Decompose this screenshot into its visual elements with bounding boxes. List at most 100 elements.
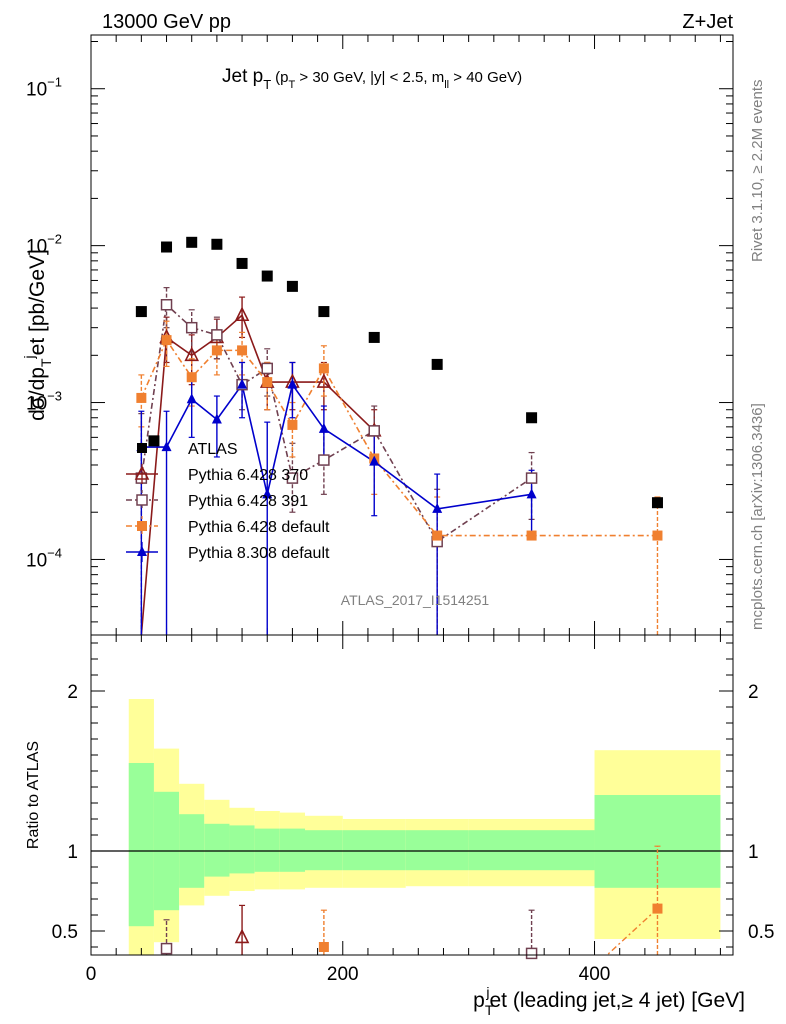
- ratio-bands: [91, 699, 733, 955]
- y-tick-exp: −1: [47, 75, 62, 90]
- main-markers: [135, 236, 663, 548]
- legend-label-pythia-8-308-default: Pythia 8.308 default: [188, 545, 330, 562]
- main-ticks: [90, 35, 733, 635]
- green-band: [229, 825, 255, 874]
- ratio-tick-label: 1: [67, 842, 78, 863]
- atlas-point: [368, 331, 380, 343]
- header-left: 13000 GeV pp: [102, 11, 231, 33]
- y-tick-exp: −3: [47, 389, 62, 404]
- atlas-point: [236, 257, 248, 269]
- pythia-8-308-default-point: [161, 441, 172, 452]
- y-tick-exp: −4: [47, 545, 62, 560]
- y-tick-label: 10−1: [26, 75, 62, 101]
- pythia-6-428-370-point: [316, 373, 332, 388]
- pythia-6-428-default-point: [652, 530, 663, 541]
- green-band: [594, 795, 721, 888]
- y-axis-label: dσ/dpTjet [pb/GeV]: [21, 249, 54, 421]
- x-axis-label-b: et (leading jet,≥ 4 jet) [GeV]: [490, 989, 746, 1012]
- y-tick-base: 10: [26, 237, 47, 258]
- pythia-6-428-370-point: [234, 306, 250, 322]
- pythia-6-428-391-point: [185, 321, 198, 334]
- rivet-label: Rivet 3.1.10, ≥ 2.2M events: [749, 80, 766, 263]
- ratio-tick-label-right: 1: [748, 842, 759, 863]
- pythia-6-428-default-point: [186, 372, 197, 383]
- y-tick-label: 10−2: [26, 232, 62, 258]
- pythia-8-308-default-point: [186, 393, 197, 404]
- y-tick-exp: −2: [47, 232, 62, 247]
- pythia-6-428-391-point: [368, 425, 380, 437]
- ratio-frame: [90, 634, 734, 956]
- atlas-point: [651, 497, 663, 509]
- title-cut-a: (p: [275, 69, 288, 86]
- title-cut-a-sub: T: [289, 79, 296, 91]
- ratio-tick-label: 2: [67, 682, 78, 703]
- green-band: [128, 763, 154, 927]
- pythia-6-428-391-point: [286, 472, 299, 484]
- pythia-6-428-default-ratio-line: [606, 908, 658, 956]
- legend: ATLAS Pythia 6.428 370 Pythia 6.428 391 Pyt…: [126, 441, 330, 562]
- y-axis-label-sub: T: [38, 358, 54, 367]
- ratio-tick-label-right: 0.5: [748, 922, 774, 943]
- legend-label-pythia-6-428-391: Pythia 6.428 391: [188, 493, 308, 510]
- pythia-8-308-default-point: [318, 422, 329, 433]
- ratio-y-axis-label: Ratio to ATLAS: [25, 741, 42, 849]
- legend-marker-pythia-8-308-default: [137, 546, 147, 556]
- y-axis-label-a: dσ/dp: [26, 367, 49, 421]
- pythia-6-428-default-point: [287, 419, 298, 430]
- chart-title: Jet pT (pT > 30 GeV, |y| < 2.5, mll > 40 …: [222, 66, 522, 92]
- pythia-6-428-default-point: [526, 530, 537, 541]
- pythia-8-308-default-point: [369, 455, 380, 466]
- pythia-6-428-default-point: [237, 345, 248, 356]
- pythia-6-428-default-line: [140, 338, 658, 537]
- pythia-6-428-391-point: [261, 362, 273, 375]
- y-tick-label: 10−3: [26, 389, 62, 415]
- mcplots-label: mcplots.cern.ch [arXiv:1306.3436]: [749, 403, 766, 630]
- pythia-6-428-391-point: [525, 472, 538, 484]
- title-main-sub: T: [263, 77, 271, 92]
- legend-marker-pythia-6-428-370: [134, 465, 150, 480]
- x-axis-label-sup: j: [485, 984, 489, 1000]
- title-cut-b-sub: ll: [444, 79, 449, 91]
- pythia-8-308-default-point: [237, 378, 248, 389]
- legend-label-pythia-6-428-default: Pythia 6.428 default: [188, 519, 330, 536]
- pythia-6-428-default-point: [136, 392, 147, 403]
- x-axis-label-sub: T: [485, 1002, 494, 1018]
- pythia-8-308-default-point: [526, 488, 537, 499]
- x-tick-label: 200: [327, 964, 359, 985]
- atlas-point: [211, 238, 223, 250]
- atlas-point: [186, 236, 198, 248]
- pythia-6-428-391-ratio-point: [525, 947, 538, 960]
- green-band: [305, 830, 343, 871]
- pythia-8-308-default-point: [211, 413, 222, 424]
- atlas-point: [148, 435, 160, 447]
- ratio-tick-label-right: 2: [748, 682, 759, 703]
- atlas-point: [161, 241, 173, 253]
- x-tick-label: 400: [579, 964, 611, 985]
- legend-label-atlas: ATLAS: [188, 441, 238, 458]
- pythia-6-428-370-ratio-point: [234, 928, 250, 944]
- pythia-6-428-391-line: [140, 303, 533, 543]
- y-axis-label-b: et [pb/GeV]: [26, 249, 49, 355]
- atlas-point: [318, 306, 330, 318]
- atlas-point: [135, 306, 147, 318]
- ratio-tick-label: 0.5: [52, 922, 78, 943]
- atlas-point: [526, 412, 538, 424]
- pythia-6-428-default-point: [211, 345, 222, 356]
- pythia-6-428-391-point: [211, 329, 223, 341]
- pythia-8-308-default-point: [432, 502, 443, 513]
- pythia-6-428-default-point: [262, 377, 273, 388]
- pythia-6-428-default-point: [432, 530, 443, 541]
- pythia-6-428-default-ratio-point: [318, 942, 329, 952]
- x-tick-labels: 0 200 400: [86, 964, 611, 985]
- green-band: [342, 830, 406, 871]
- x-tick-label: 0: [86, 964, 97, 985]
- pythia-6-428-default-point: [318, 363, 329, 374]
- atlas-point: [286, 280, 298, 292]
- x-axis-label-a: p: [473, 989, 485, 1012]
- atlas-point: [431, 358, 443, 370]
- legend-label-pythia-6-428-370: Pythia 6.428 370: [188, 467, 308, 484]
- legend-marker-pythia-6-428-391: [136, 494, 148, 506]
- title-cut-c: > 40 GeV): [449, 69, 522, 86]
- green-band: [279, 828, 305, 872]
- green-band: [468, 830, 595, 871]
